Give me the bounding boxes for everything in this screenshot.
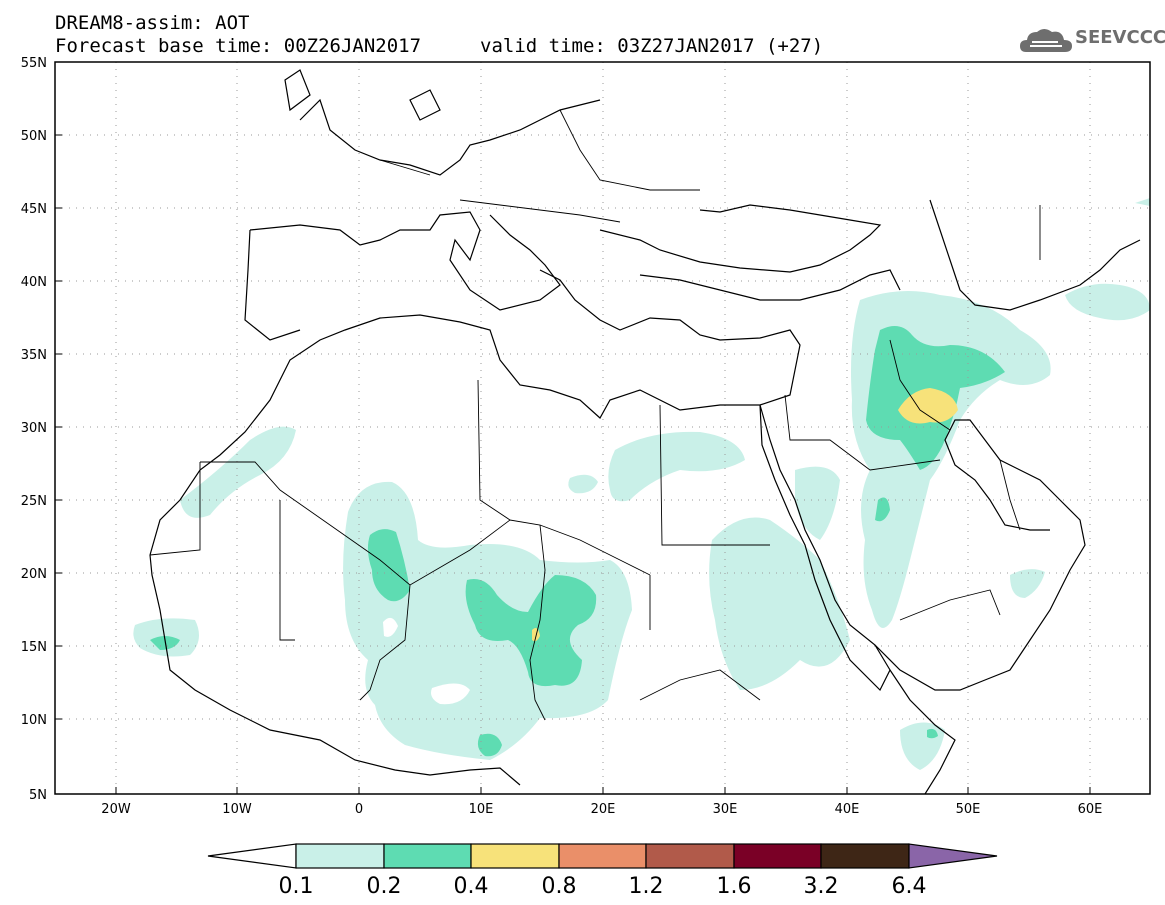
lon-label: 20E [591,802,616,817]
colorbar-segment [645,843,735,869]
valid-time: valid time: 03Z27JAN2017 (+27) [480,35,824,57]
lat-label: 45N [21,202,47,217]
lat-label: 40N [21,275,47,290]
map-title: DREAM8-assim: AOT [55,12,250,34]
lon-label: 40E [835,802,860,817]
forecast-base-time: Forecast base time: 00Z26JAN2017 [55,35,422,57]
colorbar-label: 0.8 [542,874,577,899]
lat-label: 20N [21,567,47,582]
axis-ticks [55,61,1091,794]
lon-label: 60E [1078,802,1103,817]
colorbar-lower-arrow [207,843,297,869]
lat-label: 5N [29,788,47,803]
colorbar-label: 6.4 [892,874,927,899]
latitude-labels: 55N 50N 45N 40N 35N 30N 25N 20N 15N 10N … [21,56,47,803]
colorbar-label: 0.1 [279,874,314,899]
lat-label: 25N [21,494,47,509]
lon-label: 10W [222,802,252,817]
lon-label: 0 [355,802,363,817]
lat-label: 35N [21,348,47,363]
lon-label: 50E [956,802,981,817]
lon-label: 20W [101,802,131,817]
colorbar-label: 0.4 [454,874,489,899]
lon-label: 10E [469,802,494,817]
seevccc-logo: SEEVCCC [1075,27,1165,48]
colorbar-segment [558,843,647,869]
cloud-icon [1020,29,1072,52]
colorbar-segment [470,843,560,869]
lat-label: 30N [21,421,47,436]
lat-label: 50N [21,129,47,144]
colorbar-segment [383,843,472,869]
colorbar-segment [295,843,385,869]
lat-label: 55N [21,56,47,71]
colorbar-label: 0.2 [367,874,402,899]
graticule [55,62,1150,794]
aot-field [133,198,1150,770]
colorbar-segment [733,843,822,869]
country-borders [149,109,1041,721]
lon-label: 30E [713,802,738,817]
colorbar [207,843,998,869]
colorbar-labels: 0.1 0.2 0.4 0.8 1.2 1.6 3.2 6.4 [279,874,927,899]
colorbar-upper-arrow [908,843,998,869]
lat-label: 10N [21,713,47,728]
colorbar-segment [820,843,910,869]
longitude-labels: 20W 10W 0 10E 20E 30E 40E 50E 60E [101,802,1102,817]
colorbar-label: 1.6 [717,874,752,899]
colorbar-label: 3.2 [804,874,839,899]
lat-label: 15N [21,640,47,655]
coastlines [149,69,1141,794]
colorbar-label: 1.2 [629,874,664,899]
